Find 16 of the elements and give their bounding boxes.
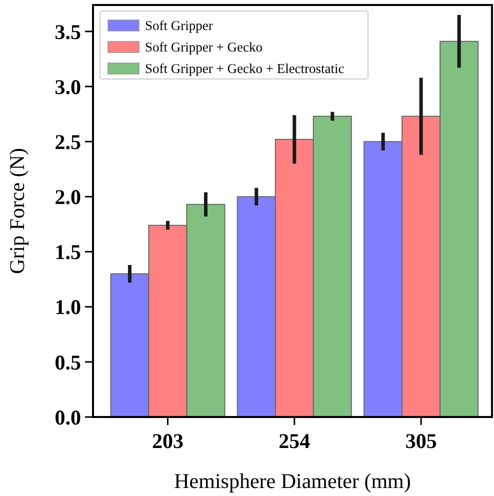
y-axis-title: Grip Force (N) [5, 148, 29, 274]
legend-label: Soft Gripper [145, 18, 214, 33]
x-tick-label: 305 [405, 429, 437, 453]
legend-label: Soft Gripper + Gecko + Electrostatic [145, 61, 344, 76]
y-tick-label: 1.5 [54, 240, 81, 264]
y-tick-label: 3.0 [54, 74, 81, 99]
x-axis-title: Hemisphere Diameter (mm) [174, 469, 411, 493]
x-tick-label: 203 [152, 429, 184, 453]
y-tick-label: 0.0 [54, 405, 81, 430]
y-tick-label: 0.5 [54, 350, 81, 374]
y-tick-label: 1.0 [54, 295, 81, 320]
y-tick-label: 2.0 [54, 185, 81, 210]
y-tick-label: 2.5 [54, 130, 81, 154]
legend-label: Soft Gripper + Gecko [145, 40, 263, 54]
x-tick-label: 254 [278, 429, 311, 453]
y-tick-label: 3.5 [54, 20, 81, 44]
